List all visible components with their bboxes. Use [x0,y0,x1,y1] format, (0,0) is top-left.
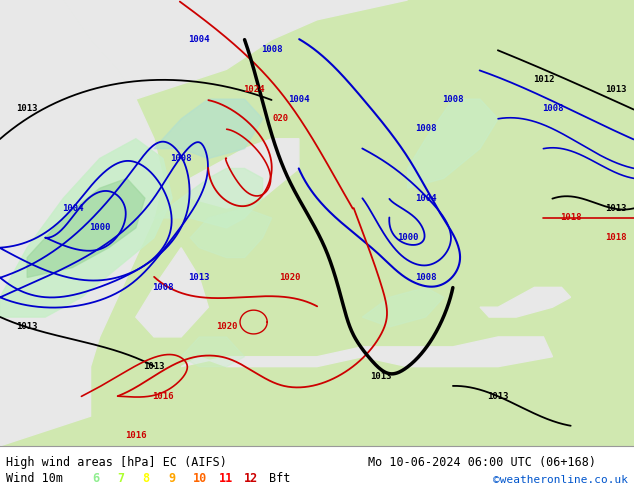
Text: 1024: 1024 [243,85,264,94]
Text: 7: 7 [117,472,124,485]
Text: 8: 8 [143,472,150,485]
Polygon shape [136,248,209,337]
Text: 1000: 1000 [397,233,418,243]
Text: ©weatheronline.co.uk: ©weatheronline.co.uk [493,475,628,485]
Polygon shape [154,99,262,159]
Text: High wind areas [hPa] EC (AIFS): High wind areas [hPa] EC (AIFS) [6,456,227,468]
Text: 1016: 1016 [152,392,174,401]
Polygon shape [154,169,262,228]
Text: Bft: Bft [269,472,291,485]
Text: 9: 9 [168,472,175,485]
Text: 1008: 1008 [415,273,436,282]
Text: 1013: 1013 [370,372,391,381]
Text: 1004: 1004 [415,194,436,203]
Text: 1004: 1004 [188,35,210,44]
Text: 1008: 1008 [415,124,436,133]
Text: 11: 11 [219,472,233,485]
Text: 1004: 1004 [288,95,309,103]
Text: 1008: 1008 [442,95,463,103]
Text: 1013: 1013 [488,392,509,401]
Text: 1008: 1008 [171,154,192,163]
Text: 1018: 1018 [605,233,626,243]
Text: 1013: 1013 [188,273,210,282]
Polygon shape [27,178,145,277]
Text: 020: 020 [273,114,289,123]
Text: Mo 10-06-2024 06:00 UTC (06+168): Mo 10-06-2024 06:00 UTC (06+168) [368,456,596,468]
Text: 1016: 1016 [125,432,146,441]
Polygon shape [408,99,498,188]
Text: 1013: 1013 [605,85,626,94]
Text: 1018: 1018 [560,214,581,222]
Polygon shape [190,208,272,258]
Text: Wind 10m: Wind 10m [6,472,63,485]
Text: 12: 12 [244,472,258,485]
Text: 1020: 1020 [216,322,237,332]
Polygon shape [190,139,299,208]
Polygon shape [480,287,571,317]
Text: 1008: 1008 [261,45,283,54]
Text: 6: 6 [92,472,99,485]
Polygon shape [362,287,444,327]
Text: 1008: 1008 [152,283,174,292]
Text: 1000: 1000 [89,223,110,232]
Polygon shape [181,337,245,367]
Polygon shape [0,139,172,317]
Text: 1012: 1012 [533,75,554,84]
Polygon shape [0,0,163,446]
Text: 1008: 1008 [541,104,563,114]
Polygon shape [63,0,408,99]
Polygon shape [0,0,634,446]
Text: 1013: 1013 [143,362,165,371]
Polygon shape [181,337,552,367]
Text: 1020: 1020 [279,273,301,282]
Text: 1013: 1013 [605,203,626,213]
Text: 1013: 1013 [16,322,38,332]
Text: 1004: 1004 [61,203,83,213]
Text: 1013: 1013 [16,104,38,114]
Text: 10: 10 [193,472,207,485]
